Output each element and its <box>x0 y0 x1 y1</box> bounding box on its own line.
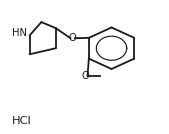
Text: O: O <box>69 33 77 43</box>
Text: HN: HN <box>12 29 27 38</box>
Text: HCl: HCl <box>12 116 32 126</box>
Text: O: O <box>81 71 89 81</box>
